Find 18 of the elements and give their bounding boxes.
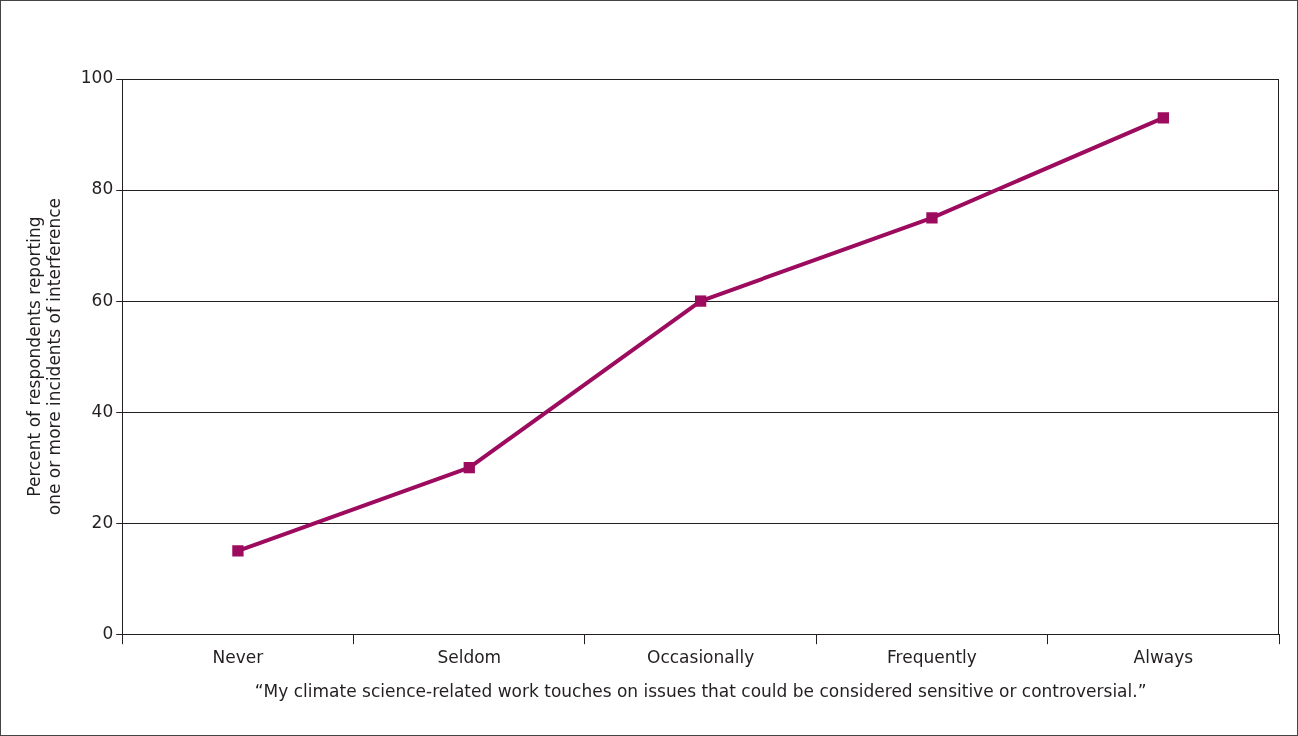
x-tick-label: Frequently <box>887 646 977 667</box>
point <box>463 461 475 474</box>
y-tick-label: 60 <box>91 289 114 310</box>
point <box>1157 112 1169 124</box>
x-axis-title: “My climate science-related work touches on issues that could be considered sensitive or controversial.” <box>254 681 1147 702</box>
point <box>926 212 938 224</box>
x-tick-label: Seldom <box>437 646 502 667</box>
y-axis-title: Percent of respondents reporting one or more incidents of interference <box>23 197 65 516</box>
x-tick-label: Always <box>1133 646 1194 667</box>
x-tick-label: Occasionally <box>647 646 755 667</box>
y-tick-label: 20 <box>91 511 114 532</box>
point <box>232 545 244 557</box>
y-tick-label: 80 <box>91 178 114 199</box>
y-tick-label: 40 <box>91 400 114 421</box>
point <box>694 295 707 307</box>
y-tick-label: 0 <box>102 622 114 643</box>
x-tick-label: Never <box>212 646 264 667</box>
y-tick-label: 100 <box>80 67 114 88</box>
